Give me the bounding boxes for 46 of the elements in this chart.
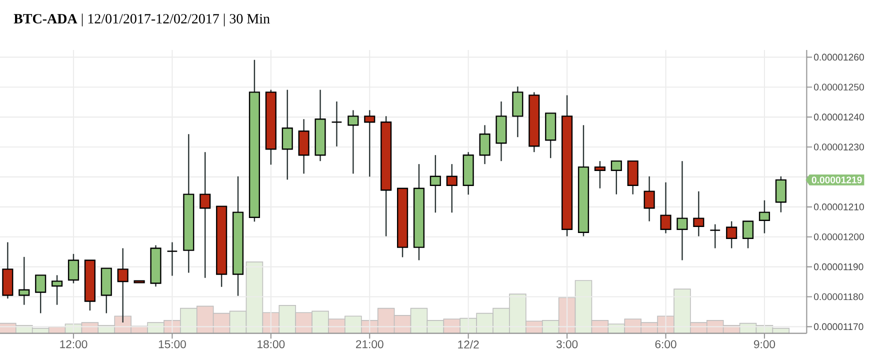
- y-tick-label: 0.00001250: [814, 84, 864, 91]
- candlestick: [726, 220, 738, 249]
- candlestick: [52, 274, 63, 306]
- candlestick: [68, 253, 80, 284]
- candlestick: [758, 200, 770, 234]
- candlestick: [479, 124, 490, 165]
- candlestick: [282, 89, 293, 180]
- candlestick: [364, 110, 376, 178]
- chart-title: BTC-ADA | 12/01/2017-12/02/2017 | 30 Min: [14, 14, 270, 26]
- candlestick: [610, 160, 622, 195]
- y-tick-label: 0.00001260: [814, 54, 864, 61]
- text: 0.00001219: [812, 176, 862, 184]
- candlestick: [331, 100, 342, 148]
- candlestick: [660, 182, 672, 234]
- y-tick-label: 0.00001190: [814, 263, 864, 270]
- x-tick-label: 12:00: [60, 340, 88, 348]
- candlestick: [676, 160, 688, 261]
- x-tick-label: 18:00: [258, 340, 285, 348]
- candlestick: [18, 256, 30, 306]
- x-tick-label: 12/2: [458, 340, 479, 349]
- candlestick: [775, 176, 786, 213]
- candlestick: [430, 154, 441, 214]
- y-tick-label: 0.00001240: [814, 114, 864, 120]
- x-tick-label: 21:00: [356, 340, 384, 348]
- y-tick-label: 0.00001170: [814, 323, 864, 330]
- y-tick-label: 0.00001200: [814, 233, 864, 240]
- x-tick-label: 3:00: [556, 340, 578, 348]
- x-tick-label: 6:00: [655, 340, 676, 348]
- y-tick-label: 0.00001230: [814, 144, 864, 150]
- x-tick-label: 15:00: [158, 340, 186, 348]
- candlestick: [512, 86, 524, 138]
- candlestick: [693, 190, 704, 237]
- y-tick-label: 0.00001180: [814, 293, 864, 300]
- candlestick: [644, 176, 655, 222]
- candlestick: [117, 248, 128, 324]
- candlestick: [35, 274, 46, 314]
- x-tick-label: 9:00: [754, 340, 776, 348]
- candlestick: [446, 163, 458, 214]
- candlestick: [348, 110, 359, 174]
- candlestick: [200, 152, 211, 278]
- candlestick: [594, 160, 606, 189]
- candlestick: [742, 220, 754, 249]
- y-tick-label: 0.00001210: [814, 204, 864, 210]
- candlestick: [166, 242, 178, 276]
- candlestick: [710, 224, 721, 249]
- candlestick: [298, 118, 310, 174]
